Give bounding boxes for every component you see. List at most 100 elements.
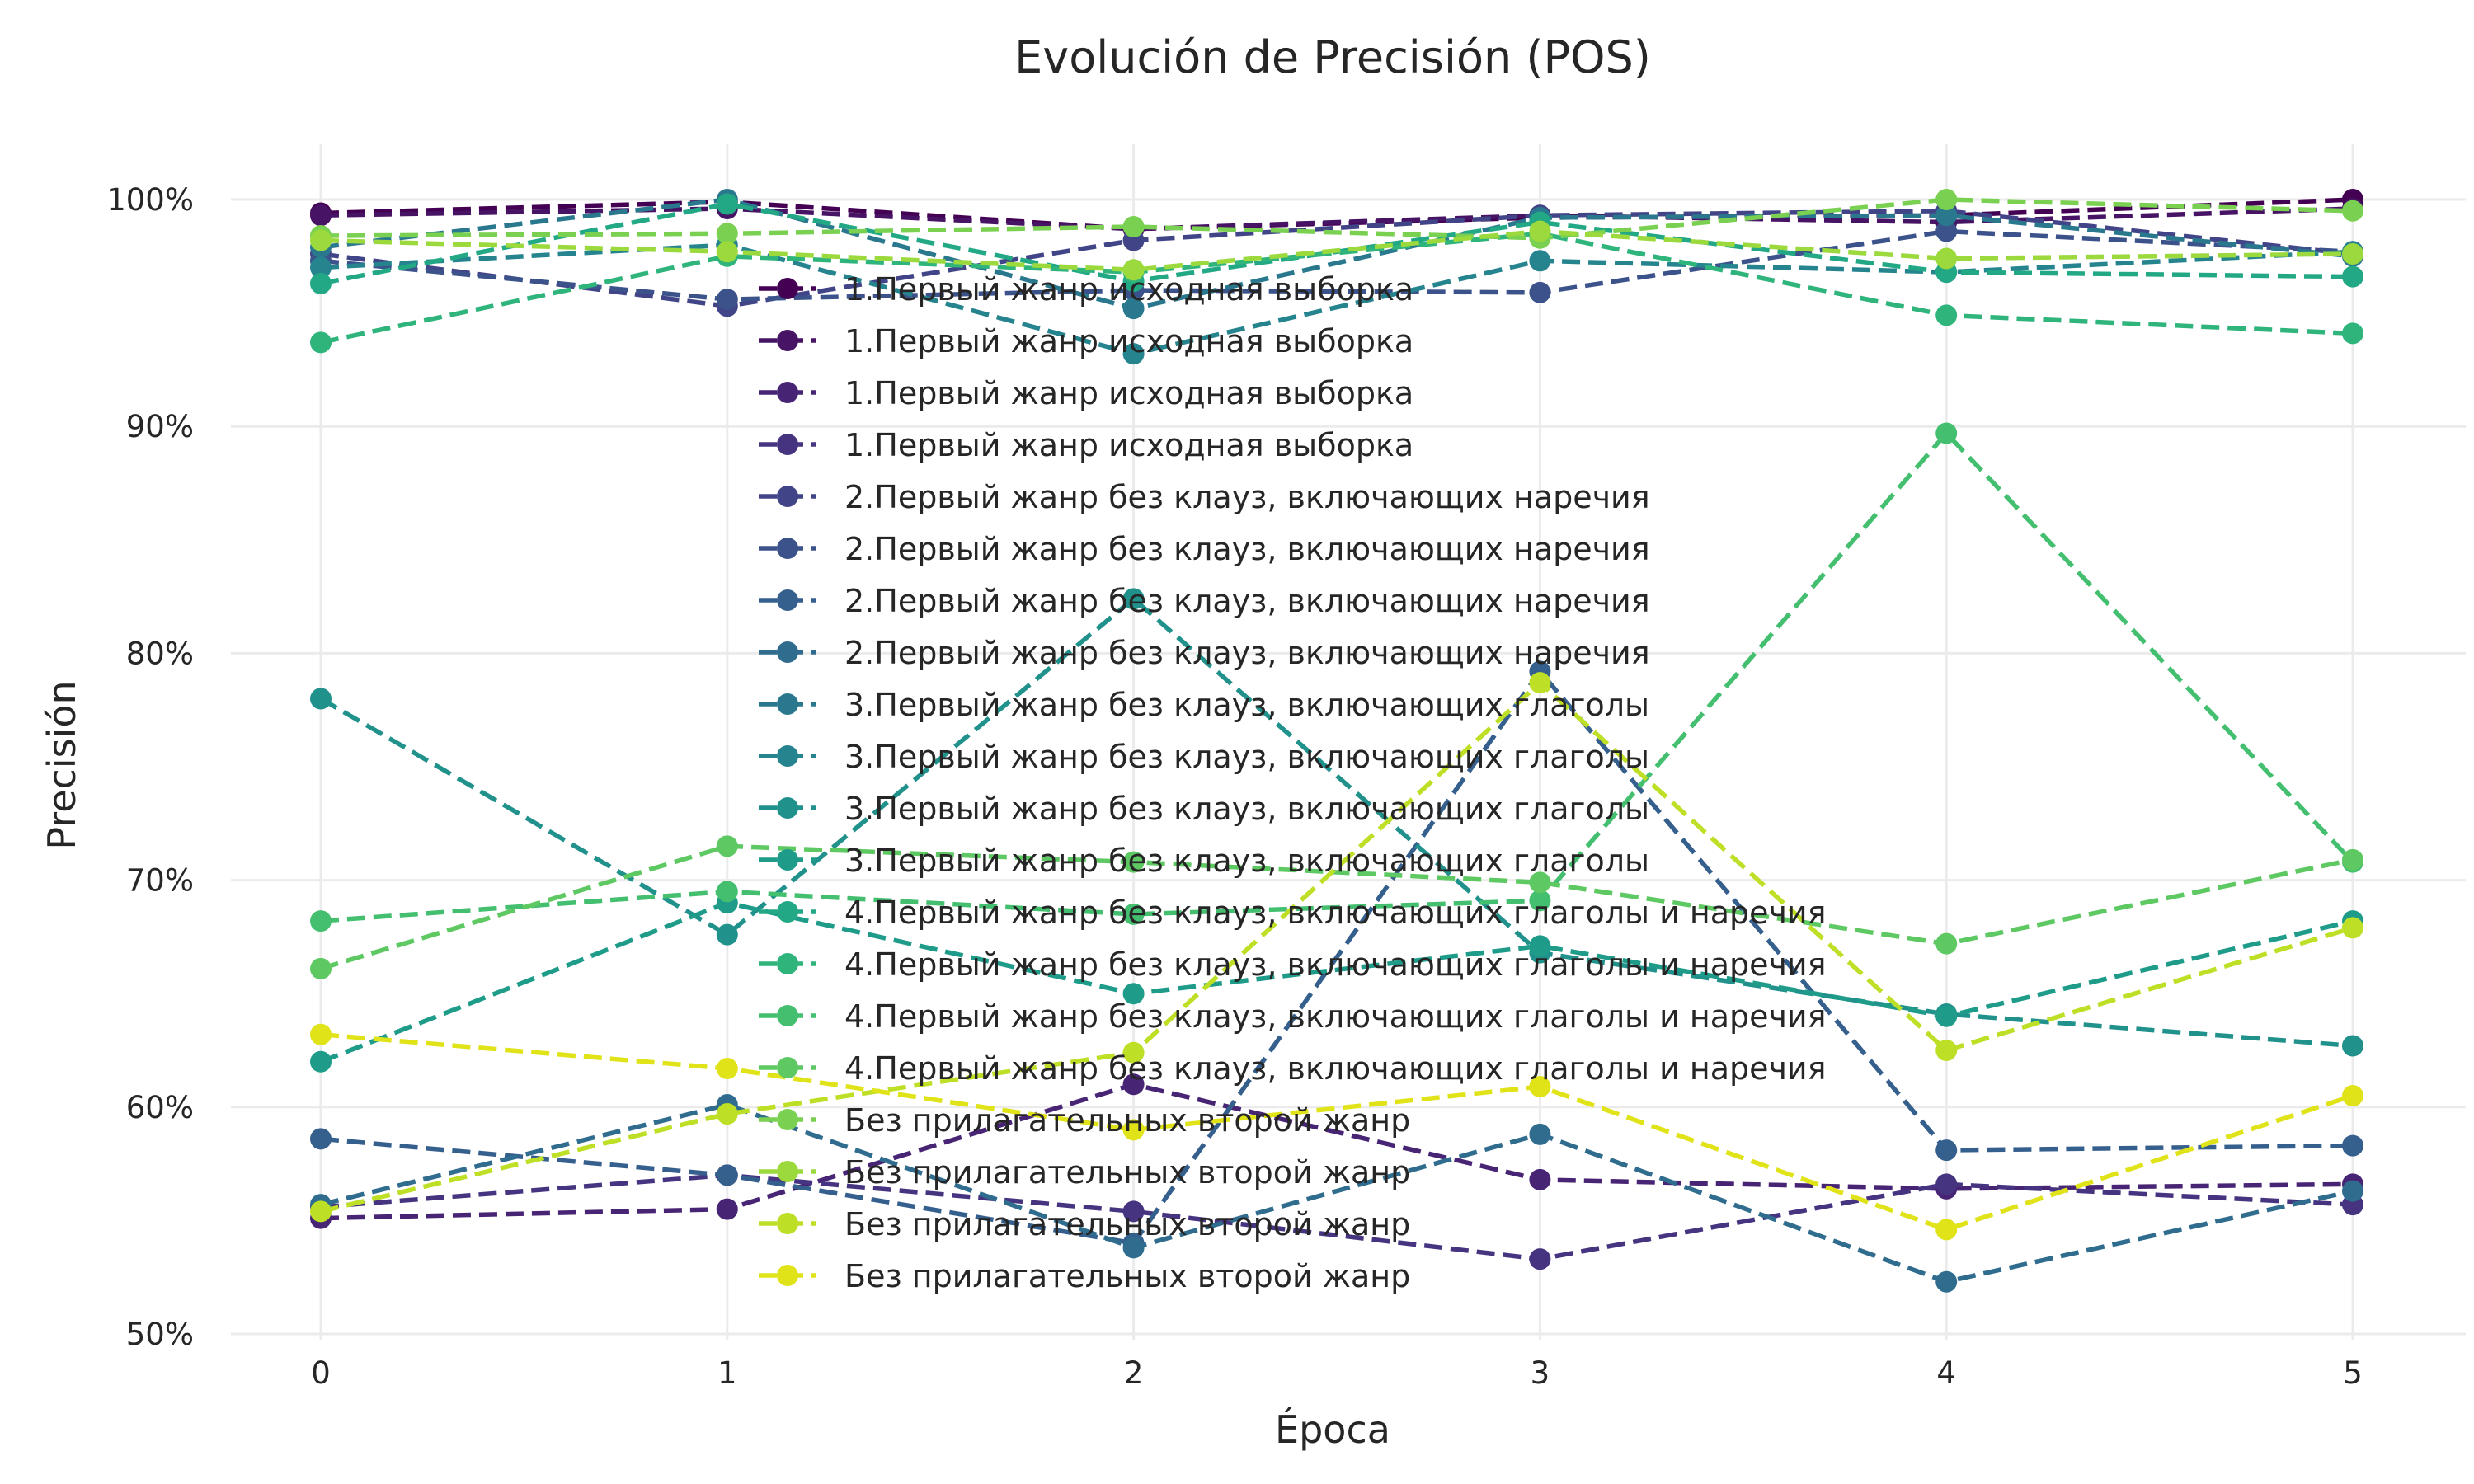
data-point <box>716 289 738 311</box>
series-line <box>320 843 2354 971</box>
series-19 <box>310 672 2363 1223</box>
series-line <box>319 900 2354 1064</box>
x-tick-label: 4 <box>1936 1355 1956 1391</box>
data-point <box>1935 1005 1958 1027</box>
legend-marker <box>777 953 798 974</box>
data-point <box>2342 243 2363 265</box>
legend-label: 2.Первый жанр без клауз, включающих наре… <box>844 531 1650 567</box>
legend-entry: 1.Первый жанр исходная выборка <box>759 375 1413 411</box>
legend-label: 2.Первый жанр без клауз, включающих наре… <box>844 479 1650 515</box>
data-point <box>716 881 738 903</box>
x-tick-label: 1 <box>717 1355 737 1391</box>
legend-label: 3.Первый жанр без клауз, включающих глаг… <box>844 687 1649 723</box>
legend-marker <box>777 849 798 871</box>
legend-entry: 2.Первый жанр без клауз, включающих наре… <box>759 479 1650 515</box>
legend-label: 4.Первый жанр без клауз, включающих глаг… <box>844 895 1827 931</box>
data-point <box>716 923 738 946</box>
legend-marker <box>777 538 798 559</box>
data-point <box>1529 935 1551 957</box>
data-point <box>716 1058 738 1080</box>
legend-entry: 2.Первый жанр без клауз, включающих наре… <box>759 583 1650 619</box>
y-tick-label: 100% <box>106 182 194 218</box>
data-point <box>2342 917 2363 939</box>
data-point <box>1529 672 1551 694</box>
legend-marker <box>777 589 798 611</box>
legend: 1.Первый жанр исходная выборка 1.Первый ж… <box>759 271 1827 1294</box>
x-tick-label: 3 <box>1531 1355 1550 1391</box>
data-point <box>716 223 738 245</box>
data-point <box>310 688 332 710</box>
data-point <box>1529 220 1551 242</box>
legend-marker <box>777 797 798 819</box>
legend-label: 3.Первый жанр без клауз, включающих глаг… <box>844 739 1649 775</box>
data-point <box>310 204 332 227</box>
legend-label: 2.Первый жанр без клауз, включающих наре… <box>844 583 1650 619</box>
x-axis-label: Época <box>1275 1407 1390 1452</box>
data-point <box>1529 250 1551 272</box>
data-point <box>1122 298 1145 320</box>
legend-entry: Без прилагательных второй жанр <box>759 1206 1410 1242</box>
data-point <box>1935 422 1958 444</box>
data-point <box>2342 265 2363 288</box>
legend-entry: Без прилагательных второй жанр <box>759 1258 1410 1294</box>
data-point <box>1529 1076 1551 1098</box>
data-point <box>1122 1200 1145 1223</box>
legend-label: Без прилагательных второй жанр <box>844 1102 1410 1139</box>
data-point <box>1935 304 1958 326</box>
data-point <box>2342 1134 2363 1157</box>
y-axis-label: Precisión <box>40 680 84 849</box>
data-point <box>310 331 332 354</box>
legend-label: 1.Первый жанр исходная выборка <box>844 375 1413 411</box>
data-point <box>716 1198 738 1220</box>
y-tick-label: 80% <box>126 636 194 671</box>
data-point <box>1529 281 1551 303</box>
legend-entry: 1.Первый жанр исходная выборка <box>759 427 1413 463</box>
legend-label: Без прилагательных второй жанр <box>844 1258 1410 1294</box>
data-point <box>2342 200 2363 222</box>
legend-marker <box>777 486 798 507</box>
data-point <box>716 1164 738 1186</box>
data-point <box>1935 247 1958 270</box>
data-point <box>2342 1085 2363 1107</box>
legend-marker <box>777 382 798 403</box>
legend-label: Без прилагательных второй жанр <box>844 1206 1410 1242</box>
x-axis-ticks: 0 1 2 3 4 5 <box>311 1355 2363 1391</box>
series-line <box>320 197 2354 311</box>
data-point <box>310 1128 332 1150</box>
legend-entry: 3.Первый жанр без клауз, включающих глаг… <box>759 687 1649 723</box>
data-point <box>1122 903 1145 925</box>
series-line <box>320 197 2354 241</box>
series-line <box>320 242 2354 356</box>
legend-entry: Без прилагательных второй жанр <box>759 1102 1410 1139</box>
chart-title: Evolución de Precisión (POS) <box>1014 31 1651 83</box>
data-point <box>1935 1270 1958 1293</box>
y-tick-label: 70% <box>126 863 194 899</box>
legend-label: 3.Первый жанр без клауз, включающих глаг… <box>844 791 1649 827</box>
data-point <box>1122 343 1145 365</box>
y-tick-label: 90% <box>126 409 194 444</box>
data-point <box>310 1023 332 1045</box>
data-point <box>2342 322 2363 345</box>
data-point <box>1935 1219 1958 1241</box>
legend-entry: 1.Первый жанр исходная выборка <box>759 323 1413 359</box>
series-16 <box>310 835 2363 979</box>
data-point <box>716 1103 738 1125</box>
series-line <box>320 669 2354 1246</box>
data-point <box>310 256 332 279</box>
data-point <box>310 272 332 294</box>
legend-marker <box>777 1213 798 1234</box>
series-line <box>320 228 2354 302</box>
data-point <box>1122 216 1145 238</box>
data-point <box>1935 1139 1958 1162</box>
series-line <box>320 430 2354 923</box>
data-point <box>1529 1168 1551 1190</box>
legend-entry: 4.Первый жанр без клауз, включающих глаг… <box>759 895 1827 931</box>
legend-label: 3.Первый жанр без клауз, включающих глаг… <box>844 843 1649 879</box>
legend-label: 4.Первый жанр без клауз, включающих глаг… <box>844 1050 1827 1087</box>
data-point <box>1122 983 1145 1005</box>
x-tick-label: 2 <box>1124 1355 1144 1391</box>
series-lines <box>310 189 2363 1293</box>
legend-label: 1.Первый жанр исходная выборка <box>844 323 1413 359</box>
